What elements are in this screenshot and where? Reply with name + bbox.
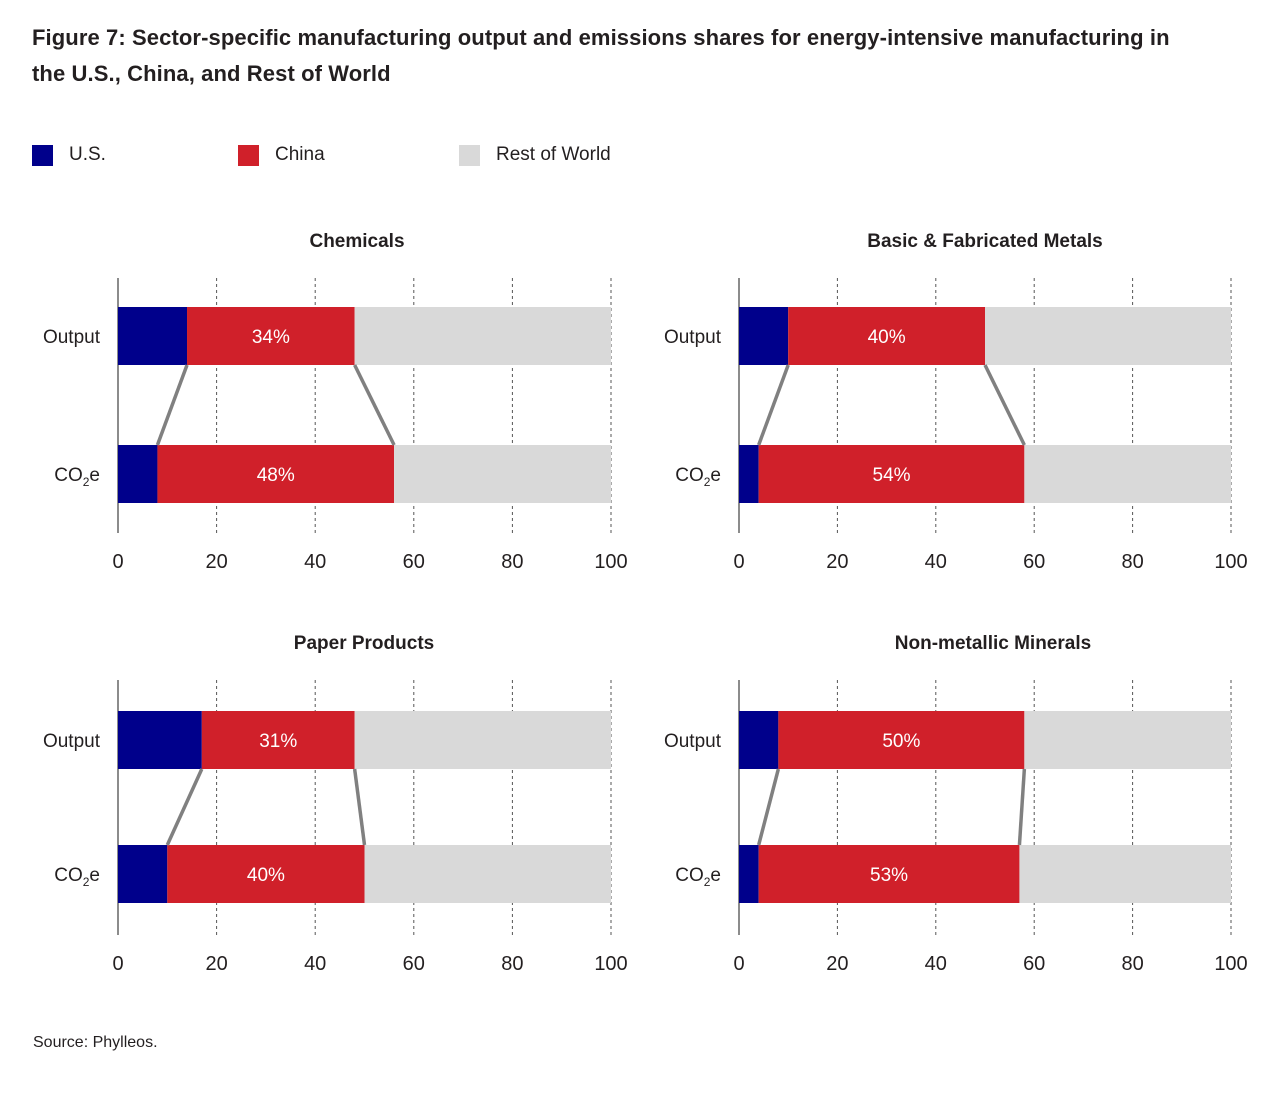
x-tick-label: 60	[1023, 953, 1045, 975]
category-label-co2e: CO2e	[675, 465, 721, 489]
legend-label-china: China	[275, 144, 325, 165]
x-tick-label: 0	[733, 551, 744, 573]
x-tick-label: 20	[826, 953, 848, 975]
legend-item-china: China	[238, 144, 325, 166]
bar-segment-china-co2e	[157, 445, 395, 503]
data-label-china-output: 50%	[882, 731, 920, 752]
category-label-co2e: CO2e	[54, 465, 100, 489]
chart-panel-paper-products: Paper Products 31% Output 40% CO2e 0 20 40 60 80 1…	[43, 633, 628, 975]
x-tick-label: 40	[304, 551, 326, 573]
bar-segment-rest-of-world-output	[985, 307, 1231, 365]
x-tick-label: 40	[925, 551, 947, 573]
bar-segment-china-output	[201, 711, 355, 769]
x-tick-label: 100	[1214, 551, 1247, 573]
legend-item-rest-of-world: Rest of World	[459, 144, 611, 166]
data-label-china-co2e: 40%	[247, 865, 285, 886]
bar-segment-us-co2e	[739, 445, 759, 503]
bar-segment-china-output	[778, 711, 1025, 769]
chart-panel-chemicals: Chemicals 34% Output 48% CO2e 0 20 40 60 80 100	[43, 231, 628, 573]
bar-segment-rest-of-world-co2e	[1019, 845, 1231, 903]
x-tick-label: 20	[826, 551, 848, 573]
bar-segment-china-co2e	[167, 845, 365, 903]
bar-segment-china-co2e	[758, 845, 1020, 903]
x-tick-label: 100	[1214, 953, 1247, 975]
legend-item-us: U.S.	[32, 144, 106, 166]
chart-title: Basic & Fabricated Metals	[867, 231, 1102, 252]
chart-title: Paper Products	[294, 633, 434, 654]
legend-swatch-china	[238, 144, 259, 166]
bar-segment-rest-of-world-co2e	[394, 445, 611, 503]
category-label-output: Output	[43, 327, 101, 348]
bar-segment-china-output	[187, 307, 355, 365]
category-label-output: Output	[664, 327, 722, 348]
bar-segment-rest-of-world-output	[1024, 711, 1231, 769]
source-note: Source: Phylleos.	[33, 1034, 158, 1051]
connector-line-china	[1017, 768, 1027, 846]
bar-segment-us-co2e	[739, 845, 759, 903]
connector-line-china	[353, 364, 396, 446]
bar-segment-china-co2e	[758, 445, 1025, 503]
figure-title: Figure 7: Sector-specific manufacturing …	[32, 25, 1170, 86]
bar-segment-rest-of-world-co2e	[1024, 445, 1231, 503]
legend-label-us: U.S.	[69, 144, 106, 165]
category-label-co2e: CO2e	[54, 865, 100, 889]
x-tick-label: 100	[594, 551, 627, 573]
x-tick-label: 40	[304, 953, 326, 975]
x-tick-label: 60	[403, 953, 425, 975]
x-tick-label: 80	[501, 953, 523, 975]
data-label-china-co2e: 48%	[257, 465, 295, 486]
connector-line-china	[983, 364, 1026, 446]
x-tick-label: 80	[501, 551, 523, 573]
data-label-china-co2e: 54%	[873, 465, 911, 486]
connector-line-us	[757, 364, 790, 446]
connector-line-china	[352, 768, 367, 846]
category-label-co2e: CO2e	[675, 865, 721, 889]
bar-segment-china-output	[788, 307, 985, 365]
bar-segment-us-co2e	[118, 445, 158, 503]
bar-segment-rest-of-world-output	[354, 307, 611, 365]
x-tick-label: 100	[594, 953, 627, 975]
x-tick-label: 80	[1121, 551, 1143, 573]
data-label-china-co2e: 53%	[870, 865, 908, 886]
data-label-china-output: 40%	[868, 327, 906, 348]
x-tick-label: 0	[733, 953, 744, 975]
chart-title: Non-metallic Minerals	[895, 633, 1091, 654]
bar-segment-us-output	[739, 711, 779, 769]
x-tick-label: 80	[1121, 953, 1143, 975]
x-tick-label: 0	[112, 551, 123, 573]
bar-segment-us-output	[739, 307, 789, 365]
bar-segment-us-output	[118, 307, 188, 365]
x-tick-label: 20	[205, 551, 227, 573]
chart-panel-basic-fabricated-metals: Basic & Fabricated Metals 40% Output 54% CO2…	[664, 231, 1248, 573]
chart-title: Chemicals	[309, 231, 404, 252]
x-tick-label: 60	[1023, 551, 1045, 573]
bar-segment-rest-of-world-output	[354, 711, 611, 769]
connector-line-us	[155, 364, 189, 446]
x-tick-label: 60	[403, 551, 425, 573]
bar-segment-us-output	[118, 711, 202, 769]
category-label-output: Output	[43, 731, 101, 752]
chart-panel-non-metallic-minerals: Non-metallic Minerals 50% Output 53% CO2e 0 20…	[664, 633, 1248, 975]
x-tick-label: 20	[205, 953, 227, 975]
bar-segment-us-co2e	[118, 845, 168, 903]
legend-swatch-rest-of-world	[459, 144, 480, 166]
legend-label-rest-of-world: Rest of World	[496, 144, 611, 165]
data-label-china-output: 34%	[252, 327, 290, 348]
legend-swatch-us	[32, 144, 53, 166]
data-label-china-output: 31%	[259, 731, 297, 752]
connector-line-us	[165, 768, 204, 846]
connector-line-us	[756, 768, 781, 846]
category-label-output: Output	[664, 731, 722, 752]
x-tick-label: 0	[112, 953, 123, 975]
x-tick-label: 40	[925, 953, 947, 975]
bar-segment-rest-of-world-co2e	[364, 845, 611, 903]
